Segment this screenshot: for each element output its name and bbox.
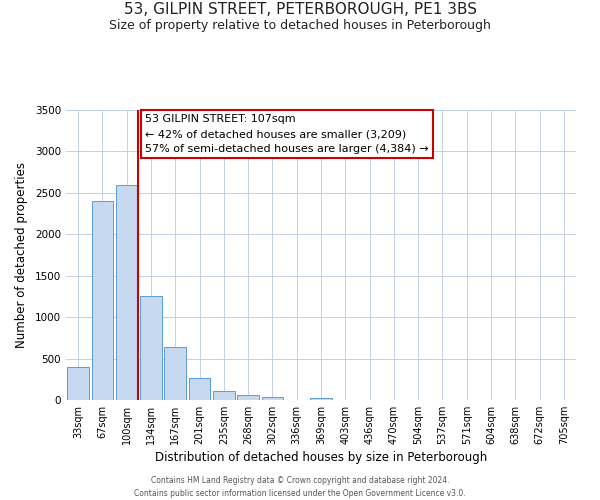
Text: 53, GILPIN STREET, PETERBOROUGH, PE1 3BS: 53, GILPIN STREET, PETERBOROUGH, PE1 3BS [124, 2, 476, 18]
Bar [164, 347, 186, 400]
Bar [213, 391, 235, 400]
Bar [140, 296, 162, 400]
Bar [237, 395, 259, 400]
Bar [262, 396, 283, 400]
Bar [188, 378, 211, 400]
Text: Size of property relative to detached houses in Peterborough: Size of property relative to detached ho… [109, 18, 491, 32]
Text: Contains HM Land Registry data © Crown copyright and database right 2024.
Contai: Contains HM Land Registry data © Crown c… [134, 476, 466, 498]
Bar [116, 184, 137, 400]
Bar [67, 367, 89, 400]
Bar [91, 201, 113, 400]
Y-axis label: Number of detached properties: Number of detached properties [15, 162, 28, 348]
Bar [310, 398, 332, 400]
Text: 53 GILPIN STREET: 107sqm
← 42% of detached houses are smaller (3,209)
57% of sem: 53 GILPIN STREET: 107sqm ← 42% of detach… [145, 114, 428, 154]
X-axis label: Distribution of detached houses by size in Peterborough: Distribution of detached houses by size … [155, 451, 487, 464]
